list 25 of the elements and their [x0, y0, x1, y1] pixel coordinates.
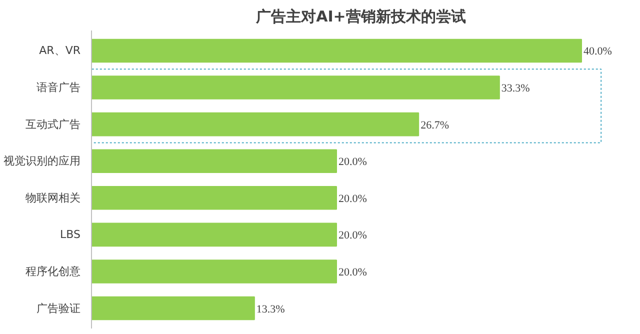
data-label: 33.3%: [501, 82, 530, 95]
y-tick-label: 语音广告: [36, 81, 80, 94]
bar: [92, 186, 337, 210]
data-label: 26.7%: [420, 119, 449, 132]
data-label: 20.0%: [338, 192, 367, 205]
y-tick-label: AR、VR: [39, 44, 81, 58]
y-tick-label: 物联网相关: [26, 191, 80, 204]
bar: [92, 149, 337, 174]
y-tick-label: 互动式广告: [26, 118, 80, 131]
bar: [92, 296, 255, 320]
y-tick-label: 程序化创意: [26, 264, 80, 278]
y-tick-label: LBS: [60, 228, 81, 242]
data-label: 40.0%: [584, 46, 612, 58]
y-tick-label: 视觉识别的应用: [4, 154, 80, 168]
bar: [92, 76, 500, 100]
y-tick-label: 广告验证: [36, 302, 80, 315]
bar: [92, 112, 420, 136]
data-label: 20.0%: [338, 266, 367, 278]
bar: [92, 222, 337, 247]
data-label: 20.0%: [338, 156, 367, 168]
data-label: 20.0%: [338, 230, 367, 242]
data-label: 13.3%: [256, 303, 285, 316]
bar: [92, 38, 582, 63]
chart-title: 广告主对AI+营销新技术的尝试: [255, 8, 466, 26]
bar: [92, 260, 337, 284]
